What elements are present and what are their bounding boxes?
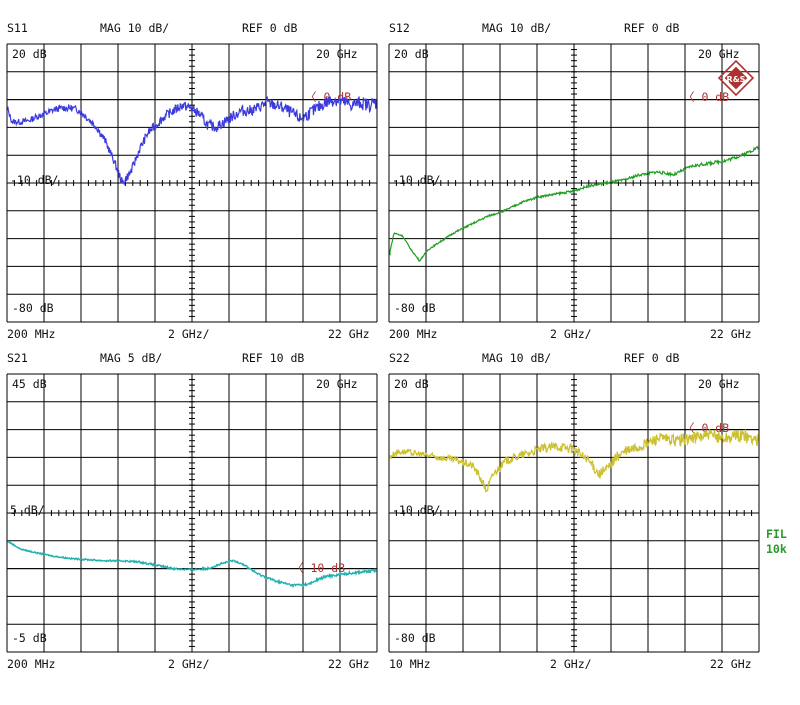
s12-top-right-label: 20 GHz (698, 47, 740, 61)
s21-x-start-label: 200 MHz (7, 657, 55, 671)
s21-ref-marker: 〈 10 dB (292, 561, 345, 575)
s22-ref-marker-value: 0 dB (701, 421, 729, 435)
s22-top-right-label: 20 GHz (698, 377, 740, 391)
s12-x-div-label: 2 GHz/ (550, 327, 592, 341)
s22-bottom-label: -80 dB (394, 631, 436, 645)
s12-mid-label: -10 dB/ (392, 173, 441, 187)
s22-mag-label: MAG 10 dB/ (482, 351, 551, 365)
s22-x-div-label: 2 GHz/ (550, 657, 592, 671)
s21-trace (7, 540, 377, 589)
s21-bottom-label: -5 dB (12, 631, 47, 645)
panel-s21: S21 MAG 5 dB/ REF 10 dB 45 dB 20 GHz 5 d… (6, 351, 378, 671)
s21-grid (6, 373, 378, 653)
s21-x-div-label: 2 GHz/ (168, 657, 210, 671)
s12-param-label: S12 (389, 21, 410, 35)
s12-ref-label: REF 0 dB (624, 21, 679, 35)
s21-ref-marker-value: 10 dB (310, 561, 345, 575)
s11-x-start-label: 200 MHz (7, 327, 55, 341)
s11-x-stop-label: 22 GHz (328, 327, 370, 341)
s22-x-start-label: 10 MHz (389, 657, 431, 671)
s22-trace (389, 429, 759, 493)
s22-mid-label: -10 dB/ (392, 503, 441, 517)
s21-ref-label: REF 10 dB (242, 351, 304, 365)
s21-ref-arrow: 〈 (292, 561, 310, 575)
s11-ref-label: REF 0 dB (242, 21, 297, 35)
s11-bottom-label: -80 dB (12, 301, 54, 315)
s12-bottom-label: -80 dB (394, 301, 436, 315)
s21-top-left-label: 45 dB (12, 377, 47, 391)
s11-trace (7, 95, 377, 186)
s22-ref-label: REF 0 dB (624, 351, 679, 365)
s21-top-right-label: 20 GHz (316, 377, 358, 391)
panel-s11: S11 MAG 10 dB/ REF 0 dB 20 dB 20 GHz -10… (6, 21, 378, 341)
s12-ref-arrow: 〈 (683, 90, 701, 104)
s22-param-label: S22 (389, 351, 410, 365)
s12-x-stop-label: 22 GHz (710, 327, 752, 341)
panel-s22: S22 MAG 10 dB/ REF 0 dB 20 dB 20 GHz -10… (388, 351, 760, 671)
s11-x-div-label: 2 GHz/ (168, 327, 210, 341)
s11-mid-label: -10 dB/ (10, 173, 59, 187)
s11-mag-label: MAG 10 dB/ (100, 21, 169, 35)
s12-x-start-label: 200 MHz (389, 327, 437, 341)
s21-mag-label: MAG 5 dB/ (100, 351, 162, 365)
s11-ref-arrow: 〈 (305, 90, 323, 104)
s22-x-stop-label: 22 GHz (710, 657, 752, 671)
s11-top-right-label: 20 GHz (316, 47, 358, 61)
s21-mid-label: 5 dB/ (10, 503, 45, 517)
s11-param-label: S11 (7, 21, 28, 35)
s11-top-left-label: 20 dB (12, 47, 47, 61)
s22-grid (388, 373, 760, 653)
s12-ref-marker-value: 0 dB (701, 90, 729, 104)
s22-ref-arrow: 〈 (683, 421, 701, 435)
rs-logo-text: R&S (727, 75, 746, 84)
panel-s12: S12 MAG 10 dB/ REF 0 dB 20 dB 20 GHz -10… (388, 21, 760, 341)
s11-grid (6, 43, 378, 323)
s12-top-left-label: 20 dB (394, 47, 429, 61)
filter-label-line1: FIL (766, 527, 787, 541)
s12-trace (389, 145, 759, 263)
filter-label-line2: 10k (766, 542, 787, 556)
s21-param-label: S21 (7, 351, 28, 365)
s21-x-stop-label: 22 GHz (328, 657, 370, 671)
s12-mag-label: MAG 10 dB/ (482, 21, 551, 35)
s12-ref-marker: 〈 0 dB (683, 90, 729, 104)
s12-grid (388, 43, 760, 323)
s22-top-left-label: 20 dB (394, 377, 429, 391)
